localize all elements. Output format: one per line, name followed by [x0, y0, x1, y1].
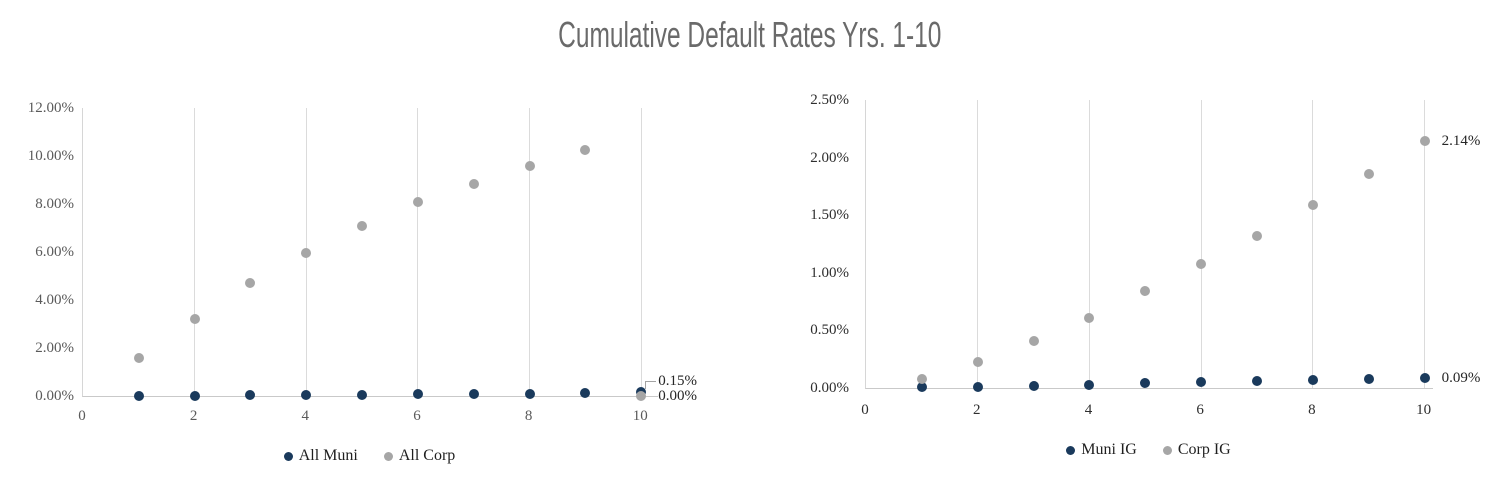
- data-label: 0.15%: [658, 373, 697, 390]
- gridline: [1200, 100, 1202, 388]
- x-axis-tick-label: 8: [524, 408, 533, 424]
- gridline: [417, 108, 419, 396]
- data-label: 0.09%: [1441, 369, 1481, 386]
- y-axis-tick-label: 1.50%: [810, 207, 849, 224]
- data-point-muni-ig: [1363, 373, 1374, 384]
- data-point-all-muni: [357, 389, 368, 400]
- data-point-all-corp: [636, 391, 647, 401]
- y-axis-tick-label: 2.50%: [810, 92, 849, 108]
- x-axis-tick-label: 10: [632, 408, 648, 424]
- gridline: [1312, 100, 1314, 388]
- data-label: 0.00%: [658, 388, 697, 404]
- legend-item-corp-ig: Corp IG: [1162, 441, 1231, 459]
- x-axis-tick-label: 6: [413, 408, 421, 424]
- y-axis-tick-label: 0.50%: [810, 322, 849, 339]
- x-axis-tick-label: 10: [1416, 402, 1432, 418]
- data-point-all-corp: [524, 160, 535, 171]
- data-point-all-corp: [245, 278, 256, 289]
- data-point-corp-ig: [1028, 335, 1039, 346]
- legend: All Muni All Corp: [82, 447, 657, 465]
- y-axis-tick-label: 0.00%: [810, 380, 849, 396]
- data-point-all-muni: [412, 389, 423, 400]
- data-label: 2.14%: [1441, 133, 1481, 150]
- plot-area: 0.09% 2.14%: [865, 100, 1480, 392]
- y-axis-tick-label: 2.00%: [35, 340, 74, 356]
- data-point-muni-ig: [1252, 376, 1263, 387]
- data-point-all-muni: [133, 390, 144, 401]
- left-chart-all-rated: 0.15% 0.00% 0.00% 2.00% 4.00% 6.00% 8.00% 10.00…: [0, 85, 760, 477]
- y-axis-tick-label: 2.00%: [810, 149, 849, 166]
- legend-item-all-muni: All Muni: [283, 447, 358, 465]
- data-point-muni-ig: [1028, 380, 1039, 391]
- gridline: [640, 108, 642, 396]
- legend-marker-icon: [283, 451, 293, 461]
- data-point-all-corp: [301, 248, 312, 259]
- legend-marker-icon: [1066, 445, 1076, 455]
- x-axis-tick-label: 0: [861, 402, 869, 418]
- y-axis-tick-label: 6.00%: [35, 244, 74, 260]
- data-point-corp-ig: [972, 356, 983, 367]
- gridline: [977, 100, 979, 388]
- legend-item-muni-ig: Muni IG: [1066, 441, 1137, 459]
- data-point-corp-ig: [1140, 286, 1151, 297]
- data-point-muni-ig: [1084, 379, 1095, 390]
- legend-marker-icon: [383, 451, 393, 461]
- y-axis-tick-label: 0.00%: [35, 388, 74, 404]
- x-axis-tick-label: 0: [78, 408, 86, 424]
- data-point-corp-ig: [1419, 136, 1430, 147]
- data-point-all-muni: [245, 390, 256, 401]
- legend-marker-icon: [1162, 445, 1172, 455]
- data-point-muni-ig: [1419, 372, 1430, 383]
- legend: Muni IG Corp IG: [865, 441, 1432, 459]
- gridline: [1088, 100, 1090, 388]
- x-axis-tick-label: 4: [301, 408, 310, 424]
- data-point-all-muni: [189, 390, 200, 401]
- data-point-all-muni: [580, 388, 591, 399]
- data-point-all-muni: [468, 388, 479, 399]
- legend-label: Corp IG: [1177, 441, 1231, 458]
- gridline: [529, 108, 531, 396]
- data-point-all-corp: [357, 220, 368, 231]
- legend-item-all-corp: All Corp: [383, 447, 456, 465]
- data-point-all-corp: [189, 314, 200, 325]
- data-point-corp-ig: [1363, 168, 1374, 179]
- data-point-all-corp: [580, 145, 591, 155]
- data-point-all-corp: [133, 352, 144, 363]
- data-point-corp-ig: [916, 373, 927, 384]
- right-chart-investment-grade: 0.09% 2.14% 0.00% 0.50% 1.00% 1.50% 2.00% 2.50%…: [790, 77, 1500, 477]
- data-point-corp-ig: [1307, 199, 1318, 210]
- x-axis-tick-label: 6: [1196, 402, 1204, 418]
- data-point-corp-ig: [1084, 312, 1095, 323]
- data-point-all-muni: [301, 389, 312, 400]
- x-axis-tick-label: 4: [1084, 402, 1093, 418]
- data-point-corp-ig: [1252, 230, 1263, 241]
- legend-label: Muni IG: [1081, 441, 1137, 458]
- legend-label: All Corp: [398, 447, 456, 464]
- gridline: [194, 108, 196, 396]
- y-axis-tick-label: 4.00%: [35, 292, 74, 308]
- x-axis-tick-label: 8: [1308, 402, 1316, 418]
- y-axis-tick-label: 10.00%: [27, 148, 74, 164]
- data-point-corp-ig: [1196, 258, 1207, 269]
- data-point-all-corp: [468, 178, 479, 189]
- y-axis-tick-label: 1.00%: [810, 264, 849, 281]
- gridline: [1424, 100, 1426, 388]
- x-axis-tick-label: 2: [189, 408, 198, 424]
- data-point-muni-ig: [916, 381, 927, 392]
- y-axis-tick-label: 8.00%: [35, 196, 74, 212]
- plot-area: 0.15% 0.00%: [82, 108, 697, 404]
- leader-line: [645, 381, 657, 390]
- x-axis-tick-label: 2: [972, 402, 981, 418]
- data-point-muni-ig: [1307, 374, 1318, 385]
- chart-title-text: Cumulative Default Rates Yrs. 1-10: [558, 14, 942, 55]
- y-axis-tick-label: 12.00%: [27, 100, 74, 116]
- data-point-muni-ig: [972, 381, 983, 392]
- legend-label: All Muni: [298, 447, 358, 464]
- chart-title: Cumulative Default Rates Yrs. 1-10: [0, 14, 1500, 56]
- data-point-all-corp: [412, 196, 423, 207]
- data-point-muni-ig: [1196, 377, 1207, 388]
- data-point-all-muni: [524, 388, 535, 399]
- data-point-muni-ig: [1140, 378, 1151, 389]
